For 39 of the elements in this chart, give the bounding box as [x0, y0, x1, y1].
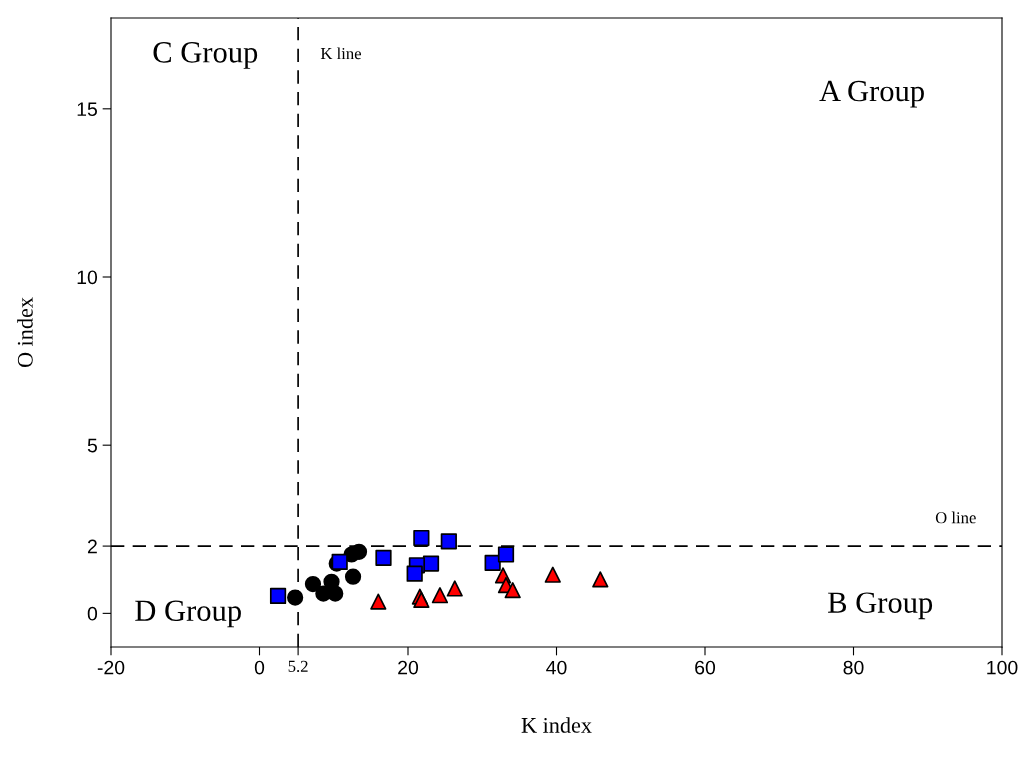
annotation: B Group	[828, 592, 933, 620]
point	[446, 580, 463, 597]
point	[544, 566, 561, 583]
x-tick-label: 80	[843, 660, 864, 675]
point	[422, 555, 440, 572]
point	[406, 565, 423, 582]
ref-line-label: O line	[935, 511, 976, 524]
y-tick-label: 15	[77, 102, 97, 117]
point	[287, 589, 304, 606]
point	[304, 575, 322, 593]
point	[504, 582, 521, 599]
point	[413, 591, 430, 609]
annotation: C Group	[153, 42, 258, 69]
x-tick-label: 5.2	[288, 660, 308, 672]
x-tick-label: -20	[97, 660, 125, 675]
point	[344, 568, 362, 585]
x-tick-label: 60	[695, 660, 716, 675]
ref-line-label: K line	[320, 47, 361, 60]
y-tick-label: 0	[87, 606, 98, 621]
point	[413, 529, 430, 547]
point	[269, 587, 287, 604]
point	[440, 533, 457, 550]
x-tick-label: 100	[987, 660, 1018, 675]
annotation: D Group	[135, 600, 241, 628]
point	[327, 585, 344, 602]
point	[592, 571, 609, 588]
y-tick-label: 10	[77, 270, 98, 285]
y-axis-title: O index	[17, 297, 33, 368]
point	[375, 549, 392, 566]
point	[497, 546, 515, 563]
x-tick-label: 40	[546, 660, 567, 675]
point	[431, 587, 449, 604]
y-tick-label: 5	[87, 438, 97, 453]
annotation: A Group	[819, 80, 924, 108]
y-tick-label: 2	[87, 539, 97, 554]
x-tick-label: 0	[254, 660, 265, 675]
x-tick-label: 20	[398, 660, 419, 675]
x-axis-title: K index	[521, 717, 592, 733]
point	[370, 593, 387, 610]
